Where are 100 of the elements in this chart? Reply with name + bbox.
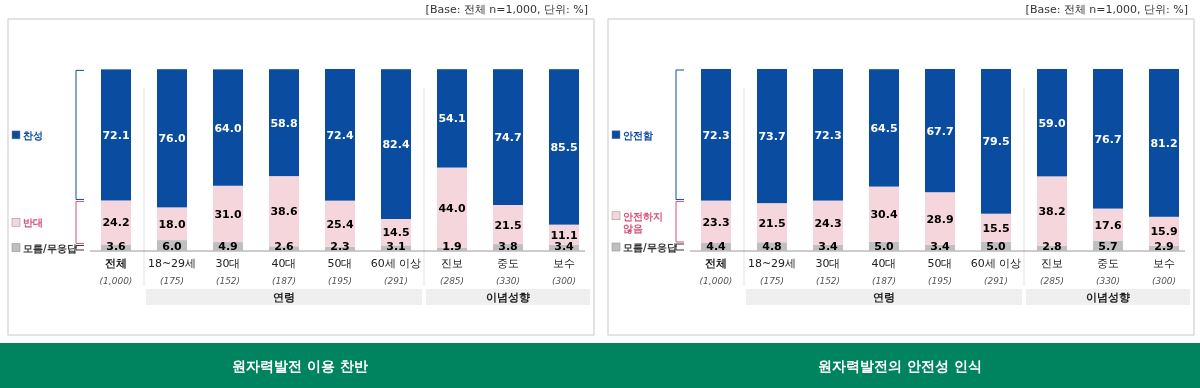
data-label: 64.0 [214,121,242,135]
x-tick-label: 진보 [441,257,463,270]
data-label: 2.8 [1042,240,1062,253]
data-label: 72.3 [814,128,842,142]
text: 원자력발전의 안전성 인식 [818,358,982,374]
data-label: 30.4 [870,208,898,222]
bar [925,69,955,193]
text: (285) [439,276,465,286]
bar [869,69,899,187]
x-tick-label: 전체 [705,257,727,270]
text: [Base: 전체 n=1,000, 단위: %] [1025,3,1188,16]
data-label: 18.0 [158,217,186,231]
bar [213,185,243,243]
data-label: 38.6 [270,205,298,219]
text: (1,000) [99,276,133,286]
data-label: 31.0 [214,207,242,221]
data-label: 5.7 [1098,239,1118,253]
data-label: 1.9 [442,240,462,253]
data-label: 25.4 [326,217,354,231]
data-label: 17.6 [1094,218,1122,232]
bar [1037,69,1067,177]
data-label: 3.4 [554,240,575,253]
data-label: 74.7 [494,131,522,145]
data-label: 2.6 [274,240,295,253]
text: 원자력발전 이용 찬반 [232,358,368,374]
x-tick-label: 18~29세 [147,257,197,270]
data-label: 15.5 [982,221,1010,235]
text: 이념성향 [486,291,530,304]
bar [1149,69,1179,217]
x-tick-label: 40대 [871,257,897,270]
x-tick-label: 60세 이상 [370,257,422,270]
text: (300) [1151,276,1177,286]
legend-item: 안전하지 않음 [611,210,663,234]
x-tick-label: 40대 [271,257,297,270]
bar [437,167,467,248]
data-label: 3.4 [818,240,839,253]
text: (330) [1095,276,1121,286]
bar [1093,69,1123,209]
data-label: 15.9 [1150,225,1178,239]
data-label: 11.1 [550,228,578,242]
bar [101,69,131,201]
data-label: 67.7 [926,124,954,138]
text: (1,000) [699,276,733,286]
bar [813,69,843,201]
legend-label: 안전함 [623,129,653,141]
text: (291) [383,276,409,286]
x-tick-label: 50대 [927,257,953,270]
legend-label: 찬성 [23,129,43,141]
data-label: 3.1 [386,240,406,253]
text: (195) [927,276,953,286]
text: (187) [271,276,297,286]
data-label: 72.3 [702,128,730,142]
x-tick-label: 진보 [1041,257,1063,270]
data-label: 2.9 [1154,240,1174,253]
text: (187) [871,276,897,286]
text: (152) [815,276,841,286]
data-label: 54.1 [438,112,466,126]
data-label: 14.5 [382,226,410,240]
data-label: 3.8 [498,240,518,253]
data-label: 3.6 [106,240,127,253]
text: 이념성향 [1086,291,1130,304]
data-label: 4.8 [762,240,782,253]
bar [437,69,467,168]
legend-item: 안전함 [611,129,653,141]
x-tick-label: 중도 [1097,257,1119,270]
data-label: 3.4 [930,240,951,253]
x-tick-label: 50대 [327,257,353,270]
data-label: 64.5 [870,121,898,135]
bar [869,186,899,242]
data-label: 44.0 [438,201,466,215]
data-label: 4.4 [706,240,727,253]
x-tick-label: 30대 [215,257,241,270]
x-tick-label: 전체 [105,257,127,270]
x-tick-label: 중도 [497,257,519,270]
legend-item: 모름/무응답 [611,242,677,253]
legend-item: 찬성 [11,129,43,141]
text: (285) [1039,276,1065,286]
x-tick-label: 보수 [553,257,575,270]
x-tick-label: 30대 [815,257,841,270]
data-label: 72.4 [326,128,354,142]
text: (300) [551,276,577,286]
bar [981,69,1011,214]
bar [157,69,187,208]
text: (195) [327,276,353,286]
legend-label: 반대 [23,217,43,229]
text: (291) [983,276,1009,286]
legend-label: 모름/무응답 [623,242,677,253]
data-label: 5.0 [874,240,895,253]
text: (175) [759,276,785,286]
bar [213,69,243,186]
text: (175) [159,276,185,286]
data-label: 59.0 [1038,116,1066,130]
data-label: 24.3 [814,216,842,230]
bar [757,69,787,204]
data-label: 85.5 [550,140,578,154]
data-label: 58.8 [270,116,298,130]
data-label: 76.0 [158,132,186,146]
legend-label: 모름/무응답 [23,242,77,254]
x-tick-label: 18~29세 [747,257,797,270]
text: 연령 [273,291,295,304]
